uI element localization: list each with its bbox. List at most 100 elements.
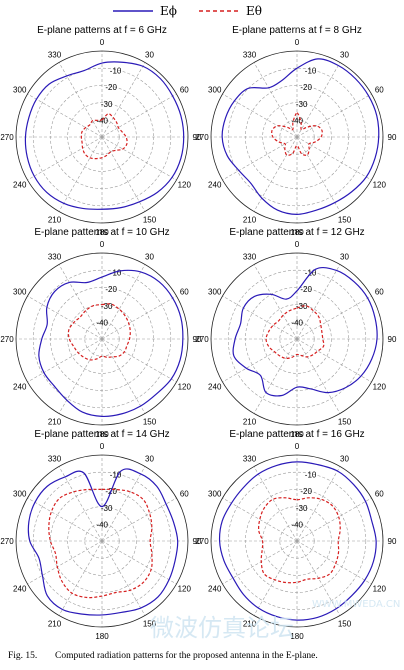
grid-spoke xyxy=(101,264,146,340)
angle-tick-label: 0 xyxy=(100,38,105,47)
angle-tick-label: 240 xyxy=(13,585,27,594)
series-ephi-curve xyxy=(24,61,185,210)
angle-tick-label: 330 xyxy=(243,253,257,262)
panel-title: E-plane patterns at f = 10 GHz xyxy=(34,227,169,238)
grid-spoke xyxy=(58,338,103,414)
angle-tick-label: 210 xyxy=(48,417,62,426)
watermark-site: WWW.MWEDA.CN xyxy=(312,599,400,610)
grid-spoke xyxy=(58,466,103,542)
angle-tick-label: 180 xyxy=(95,430,109,439)
grid-spoke xyxy=(296,136,372,181)
outer-ring xyxy=(210,454,384,628)
grid-spoke xyxy=(101,338,146,414)
grid-spoke xyxy=(101,540,177,585)
grid-spoke xyxy=(296,338,341,414)
radial-tick-label: -10 xyxy=(305,67,317,76)
radial-tick-label: -40 xyxy=(96,318,108,327)
grid-spoke xyxy=(296,264,341,340)
angle-tick-label: 0 xyxy=(295,38,300,47)
angle-tick-label: 120 xyxy=(373,585,387,594)
grid-spoke xyxy=(58,136,103,212)
angle-tick-label: 270 xyxy=(195,133,209,142)
grid-spoke xyxy=(101,540,146,616)
outer-ring xyxy=(210,50,384,224)
angle-tick-label: 210 xyxy=(243,619,257,628)
angle-tick-label: 0 xyxy=(100,240,105,249)
angle-tick-label: 90 xyxy=(193,133,202,142)
series-ephi-curve xyxy=(218,461,377,621)
grid-ring xyxy=(67,102,137,172)
grid-spoke xyxy=(101,338,177,383)
figure-caption: Fig. 15. Computed radiation patterns for… xyxy=(8,650,318,661)
grid-spoke xyxy=(27,136,103,181)
radial-tick-label: -20 xyxy=(300,83,312,92)
grid-ring xyxy=(262,304,332,374)
radial-tick-label: -40 xyxy=(96,520,108,529)
angle-tick-label: 0 xyxy=(100,442,105,451)
grid-spoke xyxy=(296,338,372,383)
angle-tick-label: 120 xyxy=(178,585,192,594)
angle-tick-label: 270 xyxy=(195,537,209,546)
angle-tick-label: 0 xyxy=(295,240,300,249)
angle-tick-label: 150 xyxy=(143,215,157,224)
angle-tick-label: 150 xyxy=(143,417,157,426)
angle-tick-label: 270 xyxy=(0,133,14,142)
watermark: WWW.MWEDA.CN 微波仿真论坛 xyxy=(150,599,400,642)
angle-tick-label: 60 xyxy=(375,86,384,95)
angle-tick-label: 60 xyxy=(375,490,384,499)
grid-spoke xyxy=(58,62,103,138)
radial-tick-label: -10 xyxy=(110,471,122,480)
grid-spoke xyxy=(27,497,103,542)
angle-tick-label: 240 xyxy=(13,383,27,392)
grid-spoke xyxy=(253,264,298,340)
angle-tick-label: 90 xyxy=(193,335,202,344)
angle-tick-label: 300 xyxy=(208,490,222,499)
radial-tick-label: -20 xyxy=(300,285,312,294)
grid-spoke xyxy=(101,93,177,138)
angle-tick-label: 60 xyxy=(375,288,384,297)
grid-spoke xyxy=(296,295,372,340)
grid-spoke xyxy=(101,62,146,138)
radial-tick-label: -40 xyxy=(291,116,303,125)
grid-spoke xyxy=(222,136,298,181)
legend-etheta-label: Eθ xyxy=(246,4,262,18)
series-etheta-curve xyxy=(265,305,325,359)
outer-ring xyxy=(15,50,189,224)
grid-spoke xyxy=(101,466,146,542)
grid-spoke xyxy=(222,338,298,383)
grid-spoke xyxy=(27,93,103,138)
grid-spoke xyxy=(101,136,177,181)
radial-tick-label: -10 xyxy=(110,269,122,278)
grid-spoke xyxy=(296,497,372,542)
series-etheta-curve xyxy=(80,113,128,160)
radial-tick-label: -40 xyxy=(291,520,303,529)
grid-ring xyxy=(32,269,172,409)
angle-tick-label: 210 xyxy=(243,215,257,224)
outer-ring xyxy=(210,252,384,426)
polar-panel-4: E-plane patterns at f = 12 GHz 0 30 60 90 120… xyxy=(195,227,397,439)
grid-spoke xyxy=(296,466,341,542)
angle-tick-label: 270 xyxy=(0,335,14,344)
angle-tick-label: 120 xyxy=(178,181,192,190)
outer-ring xyxy=(15,454,189,628)
grid-spoke xyxy=(222,540,298,585)
grid-ring xyxy=(227,471,367,611)
angle-tick-label: 150 xyxy=(143,619,157,628)
polar-panel-1: E-plane patterns at f = 6 GHz 0 30 60 90 120 1… xyxy=(0,25,202,237)
angle-tick-label: 150 xyxy=(338,417,352,426)
grid-spoke xyxy=(296,136,341,212)
angle-tick-label: 180 xyxy=(95,632,109,641)
grid-spoke xyxy=(253,62,298,138)
angle-tick-label: 120 xyxy=(178,383,192,392)
grid-spoke xyxy=(296,93,372,138)
legend-ephi-label: Eϕ xyxy=(160,4,177,18)
angle-tick-label: 240 xyxy=(13,181,27,190)
panel-title: E-plane patterns at f = 12 GHz xyxy=(229,227,364,238)
radial-tick-label: -30 xyxy=(101,100,113,109)
radial-tick-label: -30 xyxy=(101,504,113,513)
angle-tick-label: 240 xyxy=(208,383,222,392)
panel-title: E-plane patterns at f = 8 GHz xyxy=(232,25,362,36)
angle-tick-label: 30 xyxy=(340,253,349,262)
series-ephi-curve xyxy=(232,266,378,397)
